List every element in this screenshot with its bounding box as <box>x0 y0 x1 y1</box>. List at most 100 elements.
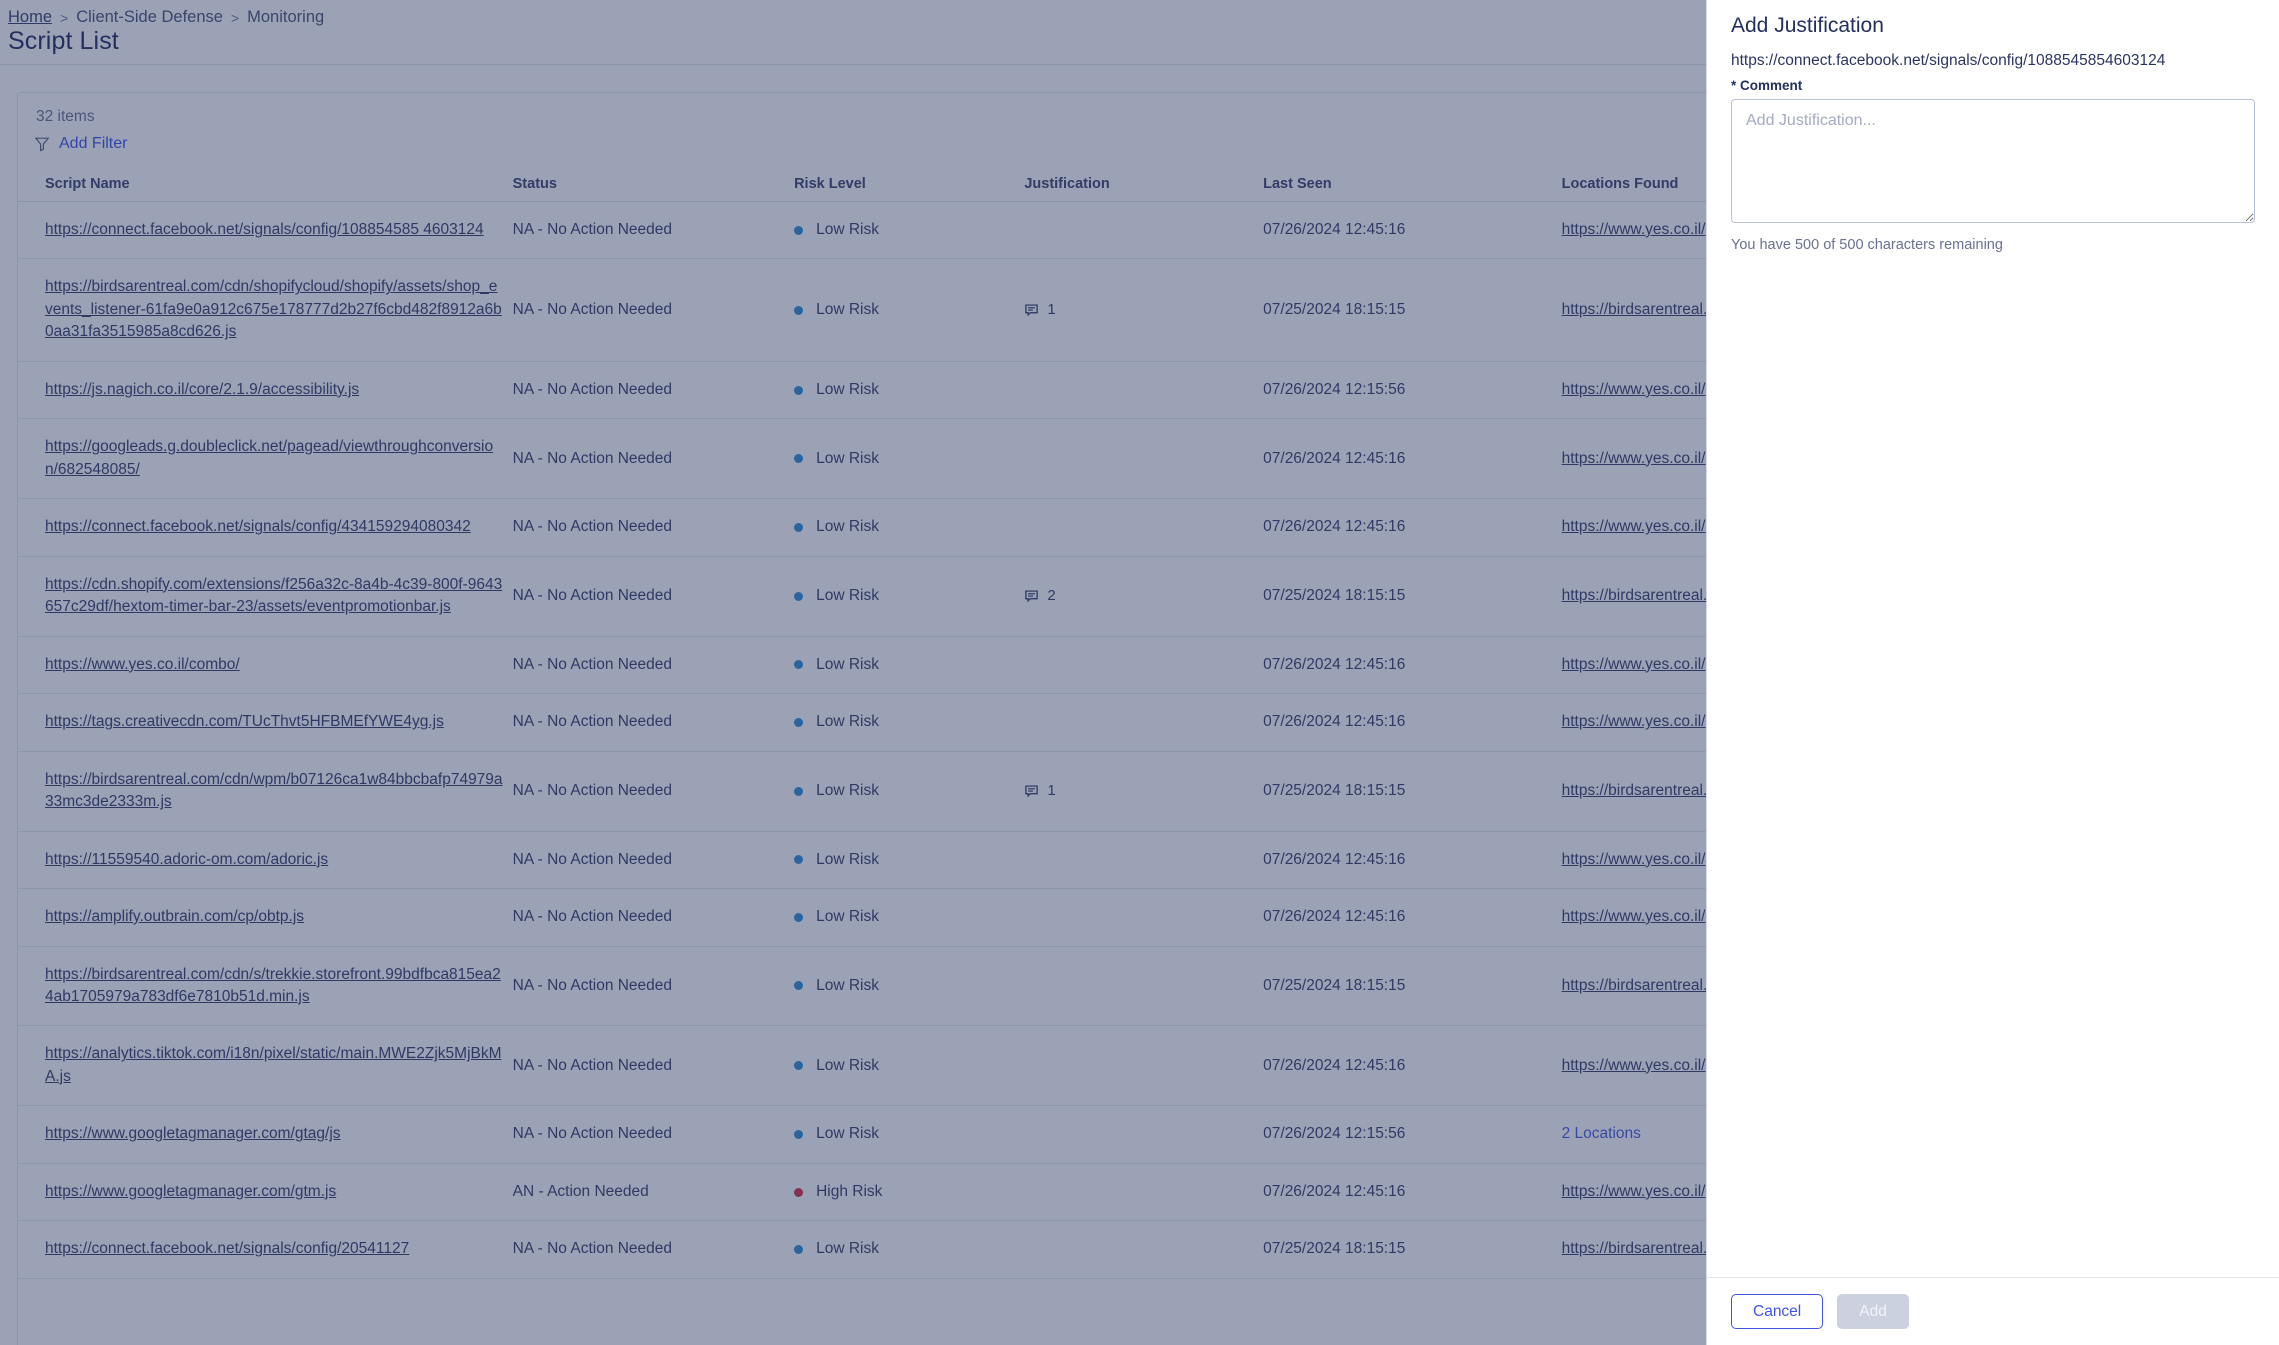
add-filter-label: Add Filter <box>59 135 128 152</box>
cell-justification: 1 <box>1024 751 1264 832</box>
breadcrumb-item-monitoring[interactable]: Monitoring <box>247 8 325 26</box>
location-link[interactable]: https://www.yes.co.il/ <box>1561 221 1706 238</box>
cell-risk-level: High Risk <box>794 1163 1025 1222</box>
location-link[interactable]: https://www.yes.co.il/ <box>1561 380 1706 398</box>
cell-risk-level: Low Risk <box>794 258 1025 362</box>
location-link[interactable]: https://www.yes.co.il/ <box>1561 908 1706 926</box>
risk-level-label: Low Risk <box>816 713 879 731</box>
justification-indicator[interactable]: 1 <box>1024 299 1253 321</box>
column-header-script-name[interactable]: Script Name <box>18 167 513 202</box>
cell-status: AN - Action Needed <box>512 1163 795 1222</box>
cell-last-seen: 07/25/2024 18:15:15 <box>1263 1220 1562 1279</box>
justification-indicator[interactable]: 2 <box>1024 585 1253 607</box>
script-name-link[interactable]: https://birdsarentreal.com/cdn/shopifycl… <box>45 278 502 341</box>
column-header-last-seen[interactable]: Last Seen <box>1263 167 1562 202</box>
locations-count-link[interactable]: 2 Locations <box>1561 1125 1641 1143</box>
script-name-link[interactable]: https://connect.facebook.net/signals/con… <box>45 518 471 536</box>
risk-dot-icon <box>794 1061 804 1071</box>
location-link[interactable]: https://www.yes.co.il/ <box>1561 1056 1706 1074</box>
cell-script-name: https://analytics.tiktok.com/i18n/pixel/… <box>18 1025 513 1107</box>
cell-justification: 2 <box>1024 556 1264 637</box>
script-name-link[interactable]: https://www.googletagmanager.com/gtag/js <box>45 1125 341 1143</box>
cancel-button[interactable]: Cancel <box>1731 1293 1824 1329</box>
cell-status: NA - No Action Needed <box>512 1220 795 1279</box>
breadcrumb-separator-icon: > <box>60 9 69 26</box>
script-name-link[interactable]: https://11559540.adoric-om.com/adoric.js <box>45 850 329 868</box>
location-link[interactable]: https://birdsarentreal.com/ <box>1561 976 1741 994</box>
cell-script-name: https://connect.facebook.net/signals/con… <box>18 1220 513 1279</box>
cell-justification <box>1024 831 1264 890</box>
script-name-link[interactable]: https://analytics.tiktok.com/i18n/pixel/… <box>45 1045 502 1085</box>
risk-dot-icon <box>794 786 804 796</box>
cell-status: NA - No Action Needed <box>512 693 795 752</box>
script-name-link[interactable]: https://tags.creativecdn.com/TUcThvt5HFB… <box>45 713 444 731</box>
script-name-link[interactable]: https://cdn.shopify.com/extensions/f256a… <box>45 575 503 616</box>
risk-level-label: Low Risk <box>816 586 879 604</box>
cell-risk-level: Low Risk <box>794 693 1025 752</box>
column-header-status[interactable]: Status <box>512 167 795 202</box>
script-name-link[interactable]: https://www.yes.co.il/combo/ <box>45 655 240 673</box>
cell-risk-level: Low Risk <box>794 418 1025 500</box>
cell-status: NA - No Action Needed <box>512 831 795 890</box>
script-name-link[interactable]: https://connect.facebook.net/signals/con… <box>45 1240 410 1258</box>
script-name-link[interactable]: https://js.nagich.co.il/core/2.1.9/acces… <box>45 380 360 398</box>
location-link[interactable]: https://www.yes.co.il/ <box>1561 655 1706 673</box>
risk-level-label: Low Risk <box>816 1240 879 1258</box>
script-name-link[interactable]: https://amplify.outbrain.com/cp/obtp.js <box>45 908 305 926</box>
cell-justification <box>1024 946 1264 1027</box>
cell-risk-level: Low Risk <box>794 498 1025 557</box>
location-link[interactable]: https://www.yes.co.il/ <box>1561 449 1706 467</box>
cell-last-seen: 07/26/2024 12:15:56 <box>1263 1105 1562 1164</box>
cell-status: NA - No Action Needed <box>512 201 795 260</box>
script-name-link[interactable]: https://connect.facebook.net/signals/con… <box>45 221 484 238</box>
cell-script-name: https://js.nagich.co.il/core/2.1.9/acces… <box>18 361 513 420</box>
script-name-link[interactable]: https://birdsarentreal.com/cdn/s/trekkie… <box>45 965 501 1005</box>
cell-justification <box>1024 201 1264 260</box>
script-name-link[interactable]: https://www.googletagmanager.com/gtm.js <box>45 1182 337 1200</box>
column-header-risk-level[interactable]: Risk Level <box>794 167 1025 202</box>
cell-status: NA - No Action Needed <box>512 258 795 362</box>
cell-justification: 1 <box>1024 258 1264 362</box>
justification-indicator[interactable]: 1 <box>1024 780 1253 802</box>
comment-textarea[interactable] <box>1731 99 2255 223</box>
location-link[interactable]: https://www.yes.co.il/ <box>1561 850 1706 868</box>
justification-count: 2 <box>1047 587 1056 605</box>
location-link[interactable]: https://birdsarentreal.com/ <box>1561 300 1741 318</box>
breadcrumb-item-client-side-defense[interactable]: Client-Side Defense <box>76 8 223 26</box>
add-filter-button[interactable]: Add Filter <box>34 135 127 153</box>
cell-status: NA - No Action Needed <box>512 418 795 500</box>
modal-overlay[interactable] <box>0 0 1706 1345</box>
risk-dot-icon <box>794 591 804 601</box>
location-link[interactable]: https://birdsarentreal.com/ <box>1561 1240 1741 1258</box>
risk-level-label: Low Risk <box>816 908 879 926</box>
cell-last-seen: 07/26/2024 12:45:16 <box>1263 831 1562 890</box>
cell-justification <box>1024 361 1264 420</box>
cell-script-name: https://www.googletagmanager.com/gtag/js <box>18 1105 513 1164</box>
column-header-justification[interactable]: Justification <box>1024 167 1264 202</box>
location-link[interactable]: https://www.yes.co.il/ <box>1561 518 1706 536</box>
location-link[interactable]: https://birdsarentreal.com/ <box>1561 781 1741 799</box>
cell-script-name: https://googleads.g.doubleclick.net/page… <box>18 418 513 500</box>
risk-level-label: Low Risk <box>816 1125 879 1143</box>
cell-justification <box>1024 693 1264 752</box>
breadcrumb-item-home[interactable]: Home <box>8 8 53 26</box>
location-link[interactable]: https://www.yes.co.il/ <box>1561 1182 1706 1200</box>
risk-level-label: Low Risk <box>816 449 879 467</box>
risk-dot-icon <box>794 981 804 991</box>
add-button[interactable]: Add <box>1837 1293 1909 1329</box>
risk-dot-icon <box>794 1187 804 1197</box>
cell-risk-level: Low Risk <box>794 946 1025 1027</box>
script-name-link[interactable]: https://birdsarentreal.com/cdn/wpm/b0712… <box>45 770 503 811</box>
risk-dot-icon <box>794 717 804 727</box>
add-justification-drawer: Add Justification https://connect.facebo… <box>1706 0 2279 1345</box>
location-link[interactable]: https://www.yes.co.il/ <box>1561 713 1706 731</box>
cell-last-seen: 07/26/2024 12:45:16 <box>1263 693 1562 752</box>
location-link[interactable]: https://birdsarentreal.com/ <box>1561 586 1741 604</box>
cell-script-name: https://amplify.outbrain.com/cp/obtp.js <box>18 888 513 947</box>
script-name-link[interactable]: https://googleads.g.doubleclick.net/page… <box>45 438 494 478</box>
funnel-icon <box>34 136 50 152</box>
item-count-label: 32 items <box>36 108 95 125</box>
cell-last-seen: 07/26/2024 12:15:56 <box>1263 361 1562 420</box>
title-divider <box>0 64 2279 65</box>
